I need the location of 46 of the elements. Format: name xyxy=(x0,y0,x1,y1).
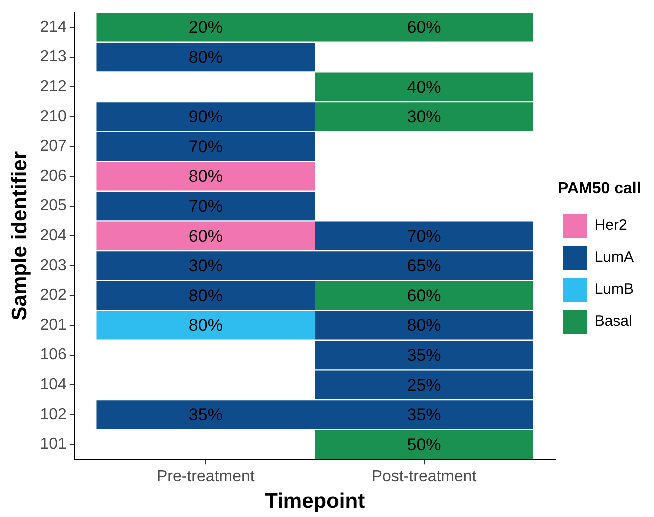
data-label: 80% xyxy=(188,286,223,306)
y-tick-label: 102 xyxy=(40,406,67,424)
y-tick-label: 205 xyxy=(40,198,67,215)
data-label: 50% xyxy=(407,435,442,454)
data-label: 90% xyxy=(188,108,223,127)
y-tick-label: 106 xyxy=(40,346,67,364)
data-label: 60% xyxy=(407,18,442,38)
data-label: 35% xyxy=(188,406,223,425)
x-tick-label: Post-treatment xyxy=(372,468,478,486)
data-label: 80% xyxy=(188,167,223,186)
data-label: 25% xyxy=(407,376,442,395)
y-tick-label: 210 xyxy=(40,108,67,126)
x-tick-label: Pre-treatment xyxy=(157,468,256,486)
legend-label: Basal xyxy=(594,313,632,330)
data-label: 80% xyxy=(407,316,442,336)
y-tick-label: 207 xyxy=(40,138,67,156)
x-axis-title: Timepoint xyxy=(265,490,366,514)
legend-label: Her2 xyxy=(594,217,628,234)
data-label: 30% xyxy=(407,108,442,127)
y-tick-label: 206 xyxy=(40,168,67,185)
y-tick-label: 201 xyxy=(40,316,67,334)
data-label: 80% xyxy=(188,316,223,336)
y-tick-label: 204 xyxy=(40,228,67,245)
y-tick-label: 101 xyxy=(40,436,67,454)
y-axis-title: Sample identifier xyxy=(8,151,32,321)
data-label: 70% xyxy=(188,196,223,216)
legend-label: LumB xyxy=(594,281,634,298)
data-label: 30% xyxy=(188,256,223,276)
y-tick-label: 213 xyxy=(40,48,67,66)
legend-title: PAM50 call xyxy=(558,180,642,198)
y-tick-label: 203 xyxy=(40,257,67,274)
data-label: 60% xyxy=(188,226,223,246)
data-label: 35% xyxy=(407,406,442,425)
y-tick-label: 214 xyxy=(40,18,67,36)
y-tick-label: 212 xyxy=(40,78,67,96)
data-label: 35% xyxy=(407,346,442,365)
data-label: 65% xyxy=(407,256,442,276)
legend-label: LumA xyxy=(594,249,634,266)
y-tick-label: 104 xyxy=(40,376,67,394)
data-label: 40% xyxy=(407,78,442,97)
data-label: 70% xyxy=(188,137,223,156)
y-tick-label: 202 xyxy=(40,287,67,304)
data-label: 60% xyxy=(407,286,442,306)
data-label: 20% xyxy=(188,18,223,38)
data-label: 70% xyxy=(407,226,442,246)
data-label: 80% xyxy=(188,48,223,67)
